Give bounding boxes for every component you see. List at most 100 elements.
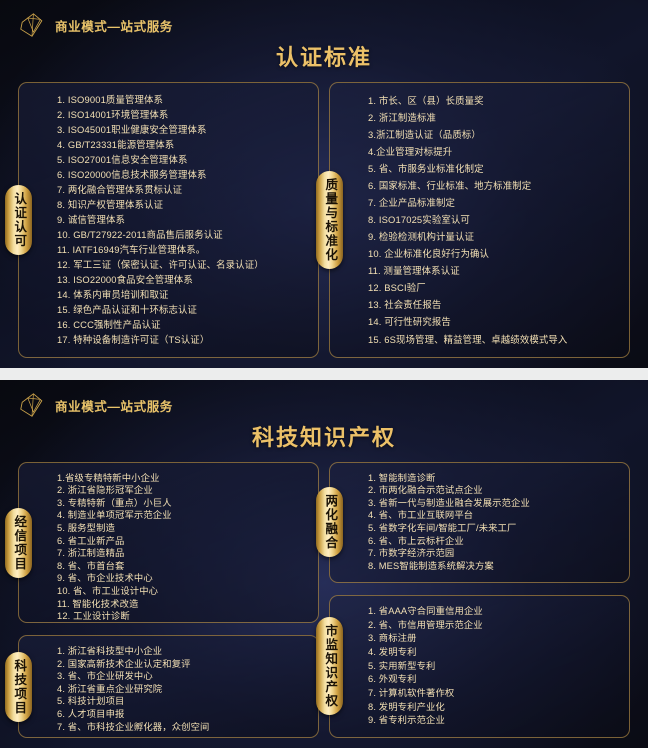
list-item: 6. 省工业新产品 xyxy=(57,535,125,546)
list-item: 4.企业管理对标提升 xyxy=(368,145,453,157)
list-item: 1.省级专精特新中小企业 xyxy=(57,472,160,483)
list-item: 1. 浙江省科技型中小企业 xyxy=(57,645,163,656)
list-item: 11. 测量管理体系认证 xyxy=(368,265,460,277)
list-item: 8. 省、市首台套 xyxy=(57,560,125,571)
list-item: 8. 发明专利产业化 xyxy=(368,701,445,712)
list-item: 3. 专精特新（重点）小巨人 xyxy=(57,497,172,508)
list-item: 3. ISO45001职业健康安全管理体系 xyxy=(57,123,207,135)
list-item: 7. 企业产品标准制定 xyxy=(368,197,456,209)
slide-title: 科技知识产权 xyxy=(251,425,396,450)
card-tab-label: 质量与标准化 xyxy=(323,178,338,262)
list-item: 5. 科技计划项目 xyxy=(57,696,125,707)
card-tab-label: 两化融合 xyxy=(323,494,338,551)
list-item: 6. 人才项目申报 xyxy=(57,709,125,720)
list-item: 5. 省、市服务业标准化制定 xyxy=(368,162,484,174)
list-item: 9. 省专利示范企业 xyxy=(368,715,445,726)
card-tab[interactable]: 经信项目 xyxy=(5,507,32,578)
list-item: 2. ISO14001环境管理体系 xyxy=(57,108,169,120)
card-integration: 两化融合 1. 智能制造诊断 2. 市两化融合示范试点企业 3. 省新一代与制造业融… xyxy=(316,462,630,583)
list-item: 15. 绿色产品认证和十环标志认证 xyxy=(57,304,198,316)
list-item: 2. 国家高新技术企业认定和复评 xyxy=(57,658,191,669)
slide-divider xyxy=(0,368,648,380)
card-tab[interactable]: 市监知识产权 xyxy=(316,617,343,716)
card-tab[interactable]: 两化融合 xyxy=(316,487,343,558)
list-item: 9. 省、市企业技术中心 xyxy=(57,573,153,584)
card-list: 1. 省AAA守合同重信用企业 2. 省、市信用管理示范企业 3. 商标注册 4. 发… xyxy=(368,605,621,728)
list-item: 6. 省、市上云标杆企业 xyxy=(368,535,464,546)
list-item: 7. 计算机软件著作权 xyxy=(368,687,455,698)
list-item: 1. 市长、区（县）长质量奖 xyxy=(368,94,484,106)
list-item: 9. 检验检测机构计量认证 xyxy=(368,231,475,243)
list-item: 2. 省、市信用管理示范企业 xyxy=(368,619,483,630)
card-list: 1. 浙江省科技型中小企业 2. 国家高新技术企业认定和复评 3. 省、市企业研发中… xyxy=(57,645,310,732)
list-item: 9. 诚信管理体系 xyxy=(57,214,126,226)
card-tab-label: 科技项目 xyxy=(12,658,27,715)
list-item: 4. 省、市工业互联网平台 xyxy=(368,510,474,521)
list-item: 3.浙江制造认证（品质标） xyxy=(368,128,481,140)
list-item: 2. 市两化融合示范试点企业 xyxy=(368,485,483,496)
list-item: 1. 智能制造诊断 xyxy=(368,472,436,483)
list-item: 6. 外观专利 xyxy=(368,674,417,685)
list-item: 2. 浙江省隐形冠军企业 xyxy=(57,485,153,496)
list-item: 4. 制造业单项冠军示范企业 xyxy=(57,510,172,521)
list-item: 5. 省数字化车间/智能工厂/未来工厂 xyxy=(368,522,517,533)
list-item: 8. 知识产权管理体系认证 xyxy=(57,198,164,210)
list-item: 10. GB/T27922-2011商品售后服务认证 xyxy=(57,229,223,241)
list-item: 3. 省、市企业研发中心 xyxy=(57,671,153,682)
list-item: 6. ISO20000信息技术服务管理体系 xyxy=(57,168,207,180)
list-item: 1. 省AAA守合同重信用企业 xyxy=(368,605,483,616)
card-tab-label: 经信项目 xyxy=(12,514,27,571)
column-right: 两化融合 1. 智能制造诊断 2. 市两化融合示范试点企业 3. 省新一代与制造业融… xyxy=(316,462,630,738)
card-market-supervision-ip: 市监知识产权 1. 省AAA守合同重信用企业 2. 省、市信用管理示范企业 3. 商… xyxy=(316,594,630,738)
list-item: 7. 市数字经济示范园 xyxy=(368,548,455,559)
card-tab[interactable]: 科技项目 xyxy=(5,651,32,722)
card-list: 1. ISO9001质量管理体系 2. ISO14001环境管理体系 3. ISO4… xyxy=(57,92,310,348)
card-list: 1.省级专精特新中小企业 2. 浙江省隐形冠军企业 3. 专精特新（重点）小巨人 4.… xyxy=(57,472,310,622)
list-item: 5. 服务型制造 xyxy=(57,522,116,533)
list-item: 8. MES智能制造系统解决方案 xyxy=(368,560,494,571)
slide-title: 认证标准 xyxy=(275,45,372,70)
list-item: 15. 6S现场管理、精益管理、卓越绩效模式导入 xyxy=(368,333,568,345)
list-item: 8. ISO17025实验室认可 xyxy=(368,214,470,226)
list-item: 1. ISO9001质量管理体系 xyxy=(57,93,164,105)
list-item: 4. GB/T23331能源管理体系 xyxy=(57,138,175,150)
list-item: 7. 两化融合管理体系贯标认证 xyxy=(57,183,183,195)
column-left: 认证认可 1. ISO9001质量管理体系 2. ISO14001环境管理体系 3.… xyxy=(5,82,319,358)
list-item: 14. 可行性研究报告 xyxy=(368,316,451,328)
list-item: 5. ISO27001信息安全管理体系 xyxy=(57,153,188,165)
column-right: 质量与标准化 1. 市长、区（县）长质量奖 2. 浙江制造标准 3.浙江制造认证（品… xyxy=(316,82,630,358)
list-item: 7. 省、市科技企业孵化器，众创空间 xyxy=(57,721,210,732)
list-item: 16. CCC强制性产品认证 xyxy=(57,319,161,331)
list-item: 13. ISO22000食品安全管理体系 xyxy=(57,274,193,286)
list-item: 12. BSCI验厂 xyxy=(368,282,426,294)
brand-header: 商业模式—站式服务 xyxy=(18,11,173,39)
list-item: 12. 工业设计诊断 xyxy=(57,611,130,622)
list-item: 2. 浙江制造标准 xyxy=(368,111,437,123)
list-item: 6. 国家标准、行业标准、地方标准制定 xyxy=(368,179,532,191)
slide-certification-standards: 商业模式—站式服务 认证标准 认证认可 1. ISO9001质量管理体系 2. I… xyxy=(0,0,648,368)
list-item: 3. 省新一代与制造业融合发展示范企业 xyxy=(368,497,530,508)
list-item: 10. 企业标准化良好行为确认 xyxy=(368,248,490,260)
list-item: 4. 浙江省重点企业研究院 xyxy=(57,683,163,694)
list-item: 17. 特种设备制造许可证（TS认证） xyxy=(57,334,210,346)
card-tab-label: 认证认可 xyxy=(12,192,27,248)
card-tab[interactable]: 认证认可 xyxy=(5,185,32,255)
slide-columns: 经信项目 1.省级专精特新中小企业 2. 浙江省隐形冠军企业 3. 专精特新（重点）… xyxy=(0,462,648,748)
card-tab[interactable]: 质量与标准化 xyxy=(316,171,343,269)
card-certification: 认证认可 1. ISO9001质量管理体系 2. ISO14001环境管理体系 3.… xyxy=(5,82,319,358)
card-quality-standards: 质量与标准化 1. 市长、区（县）长质量奖 2. 浙江制造标准 3.浙江制造认证（品… xyxy=(316,82,630,358)
card-list: 1. 智能制造诊断 2. 市两化融合示范试点企业 3. 省新一代与制造业融合发展示范… xyxy=(368,472,621,573)
card-tab-label: 市监知识产权 xyxy=(323,624,338,709)
angular-polygon-logo-icon xyxy=(20,393,43,417)
brand-header: 商业模式—站式服务 xyxy=(18,391,173,419)
card-list: 1. 市长、区（县）长质量奖 2. 浙江制造标准 3.浙江制造认证（品质标） 4.企业… xyxy=(368,92,621,348)
list-item: 12. 军工三证（保密认证、许可认证、名录认证） xyxy=(57,259,264,271)
list-item: 14. 体系内审员培训和取证 xyxy=(57,289,169,301)
list-item: 11. IATF16949汽车行业管理体系。 xyxy=(57,244,206,256)
card-technology-projects: 科技项目 1. 浙江省科技型中小企业 2. 国家高新技术企业认定和复评 3. 省、市… xyxy=(5,635,319,738)
list-item: 13. 社会责任报告 xyxy=(368,299,442,311)
slide-technology-ip: 商业模式—站式服务 科技知识产权 经信项目 1.省级专精特新中小企业 2. 浙江省… xyxy=(0,380,648,748)
list-item: 4. 发明专利 xyxy=(368,646,417,657)
card-economy-projects: 经信项目 1.省级专精特新中小企业 2. 浙江省隐形冠军企业 3. 专精特新（重点）… xyxy=(5,462,319,624)
